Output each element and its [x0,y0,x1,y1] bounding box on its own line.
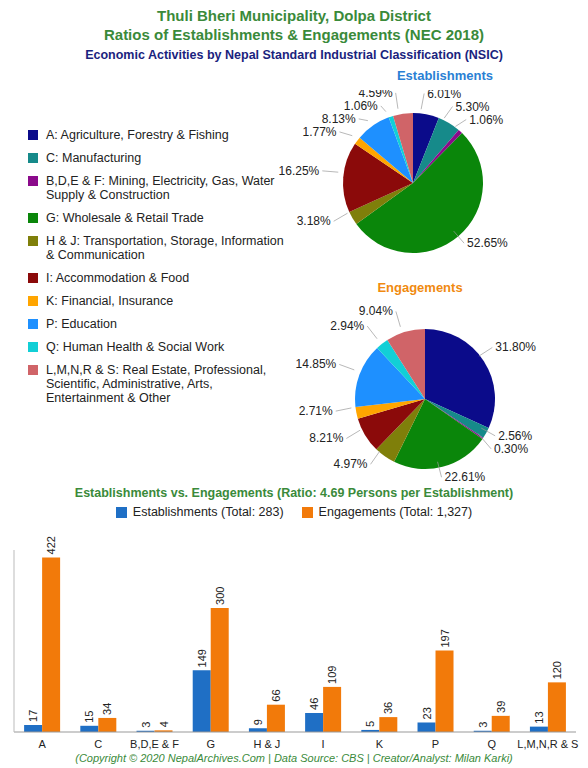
svg-text:3: 3 [477,722,489,728]
svg-text:17: 17 [27,710,39,722]
svg-text:197: 197 [439,629,451,647]
html-text:Engagements (Total: 1,327): Engagements (Total: 1,327) [318,505,473,519]
svg-text:15: 15 [83,711,95,723]
svg-text:2.94%: 2.94% [330,319,364,333]
svg-text:3.18%: 3.18% [297,214,331,228]
svg-text:23: 23 [421,707,433,719]
svg-text:31.80%: 31.80% [495,340,536,354]
svg-text:1.06%: 1.06% [469,113,503,127]
svg-text:H & J: H & J [253,738,280,750]
svg-text:9.04%: 9.04% [359,304,393,318]
html-text:Thuli Bheri Municipality, Dolp: Thuli Bheri Municipality, Dolpa District [157,7,431,24]
svg-text:G: G [206,738,215,750]
svg-text:2.71%: 2.71% [299,404,333,418]
svg-text:2.56%: 2.56% [498,429,532,443]
svg-text:13: 13 [533,711,545,723]
svg-text:422: 422 [45,536,57,554]
svg-text:4.97%: 4.97% [333,457,367,471]
html-text:G: Wholesale & Retail Trade: G: Wholesale & Retail Trade [46,211,204,225]
html-text:L,M,N,R & S: Real Estate, Prof: L,M,N,R & S: Real Estate, Professional, … [46,363,267,405]
svg-text:300: 300 [214,587,226,605]
svg-text:36: 36 [382,702,394,714]
svg-text:39: 39 [495,701,507,713]
svg-text:66: 66 [270,689,282,701]
html-text:Q: Human Health & Social Work: Q: Human Health & Social Work [46,340,225,354]
svg-text:14.85%: 14.85% [296,357,337,371]
svg-text:8.13%: 8.13% [322,112,356,126]
svg-text:Q: Q [487,738,496,750]
svg-text:I: I [322,738,325,750]
svg-text:149: 149 [196,649,208,667]
svg-text:4.59%: 4.59% [359,90,393,100]
html-text:H & J: Transportation, Storage: H & J: Transportation, Storage, Informat… [46,234,284,262]
svg-text:9: 9 [252,719,264,725]
html-text:Economic Activities by Nepal S: Economic Activities by Nepal Standard In… [85,48,503,62]
svg-text:1.06%: 1.06% [344,99,378,113]
html-text:Establishments vs. Engagements: Establishments vs. Engagements (Ratio: 4… [74,486,514,500]
svg-text:16.25%: 16.25% [279,164,320,178]
html-text:Engagements: Engagements [377,280,463,295]
svg-text:L,M,N,R & S: L,M,N,R & S [517,738,578,750]
svg-text:8.21%: 8.21% [309,431,343,445]
svg-text:5: 5 [364,721,376,727]
html-text:I: Accommodation & Food: I: Accommodation & Food [46,271,190,285]
html-text:Establishments (Total: 283): Establishments (Total: 283) [132,505,284,519]
svg-text:P: P [432,738,439,750]
svg-text:3: 3 [140,722,152,728]
svg-text:34: 34 [101,703,113,715]
svg-text:1.77%: 1.77% [302,125,336,139]
html-text:(Copyright © 2020 NepalArchive: (Copyright © 2020 NepalArchives.Com | Da… [75,752,513,764]
svg-text:C: C [94,738,102,750]
svg-text:109: 109 [326,666,338,684]
html-text:P: Education: P: Education [46,317,117,331]
html-text:B,D,E & F: Mining, Electricity: B,D,E & F: Mining, Electricity, Gas, Wat… [46,174,275,202]
svg-text:K: K [376,738,384,750]
html-text:A: Agriculture, Forestry & Fis: A: Agriculture, Forestry & Fishing [46,128,229,142]
svg-text:A: A [38,738,46,750]
svg-text:B,D,E & F: B,D,E & F [130,738,179,750]
svg-text:120: 120 [551,661,563,679]
svg-text:22.61%: 22.61% [445,470,486,484]
svg-text:46: 46 [308,698,320,710]
svg-text:0.30%: 0.30% [494,442,528,456]
html-text:K: Financial, Insurance: K: Financial, Insurance [46,294,174,308]
html-text:Establishments: Establishments [397,68,493,83]
html-text:C: Manufacturing: C: Manufacturing [46,151,142,165]
svg-text:5.30%: 5.30% [456,100,490,114]
svg-text:52.65%: 52.65% [467,236,508,250]
html-text:Ratios of Establishments & Eng: Ratios of Establishments & Engagements (… [104,26,484,43]
svg-text:4: 4 [158,721,170,727]
